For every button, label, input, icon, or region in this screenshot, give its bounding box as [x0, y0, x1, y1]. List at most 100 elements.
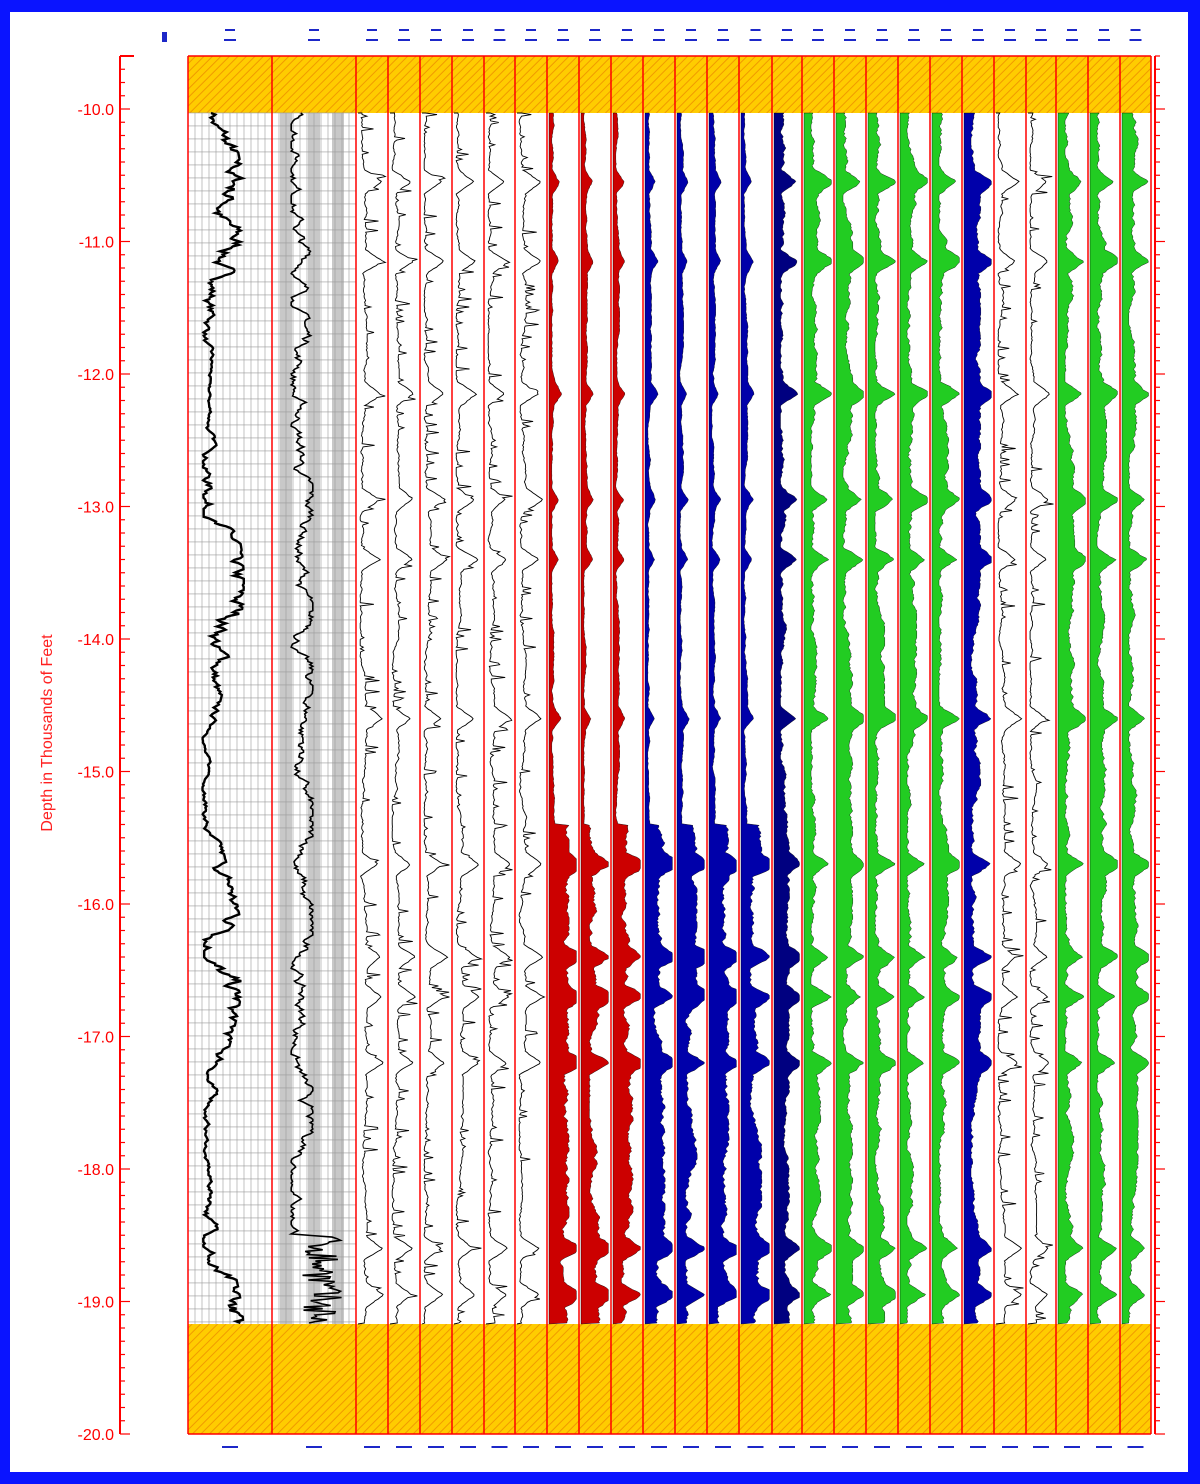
track-header-mark — [909, 29, 919, 31]
log-curves — [201, 111, 1149, 1325]
track-header-mark — [367, 29, 377, 31]
track-header-mark — [686, 29, 696, 31]
track-fill — [548, 112, 577, 1325]
track-header-mark — [973, 29, 983, 31]
track-header-mark — [622, 29, 632, 31]
track-header-mark — [398, 39, 410, 41]
track-header-mark — [972, 39, 984, 41]
track-header-mark — [750, 29, 761, 31]
track-header-mark — [844, 39, 856, 41]
y-tick-label: -14.0 — [78, 632, 115, 649]
track-header-mark — [526, 29, 536, 31]
track-header-mark — [162, 32, 167, 42]
track-bars — [485, 112, 514, 1325]
track-header-mark — [308, 39, 320, 41]
track-bars — [995, 112, 1024, 1325]
y-tick-label: -20.0 — [78, 1427, 115, 1444]
track-header-mark — [589, 39, 601, 41]
track-headers — [162, 29, 1144, 1448]
track-header-mark — [718, 29, 728, 31]
track-header-mark — [1099, 29, 1109, 31]
track-header-mark — [685, 39, 697, 41]
track-footer-mark — [1127, 1446, 1144, 1448]
track-header-mark — [494, 29, 505, 31]
track-fill — [612, 112, 641, 1325]
track-header-mark — [1005, 29, 1015, 31]
track-footer-mark — [491, 1446, 508, 1448]
track-fill — [963, 112, 992, 1325]
track-header-mark — [813, 29, 823, 31]
y-tick-label: -18.0 — [78, 1162, 115, 1179]
y-tick-label: -12.0 — [78, 367, 115, 384]
track-footer-mark — [747, 1446, 764, 1448]
track-header-mark — [1035, 39, 1047, 41]
track-footer-mark — [555, 1446, 571, 1448]
track-fill — [676, 112, 705, 1325]
track-header-mark — [1067, 29, 1077, 31]
no-data-top — [188, 56, 1151, 113]
track-fill — [899, 112, 928, 1325]
track-header-mark — [749, 39, 762, 41]
track-header-mark — [1129, 39, 1142, 41]
track-footer-mark — [810, 1446, 826, 1448]
track-borders — [187, 55, 1152, 1435]
track-header-mark — [782, 29, 792, 31]
track-footer-mark — [906, 1446, 922, 1448]
track-header-mark — [845, 29, 855, 31]
track-footer-mark — [428, 1446, 444, 1448]
y-axis-label: Depth in Thousands of Feet — [39, 634, 56, 832]
track-bars — [357, 112, 387, 1325]
track-header-mark — [781, 39, 793, 41]
track-bars — [1027, 112, 1054, 1325]
y-tick-label: -11.0 — [79, 235, 114, 252]
well-log-chart: -10.0 -11.0 -12.0 -13.0 -14.0 -15.0 -16.0 -17.0… — [78, 29, 1165, 1448]
y-tick-label: -19.0 — [78, 1295, 115, 1312]
track-footer-mark — [587, 1446, 603, 1448]
no-data-bottom — [188, 1324, 1151, 1434]
track-footer-mark — [1002, 1446, 1018, 1448]
track-footer-mark — [1033, 1446, 1049, 1448]
track-header-mark — [812, 39, 824, 41]
track-fill — [1121, 112, 1149, 1325]
track-footer-mark — [651, 1446, 667, 1448]
track-fill — [1057, 112, 1086, 1325]
track-header-mark — [224, 39, 236, 41]
track-header-mark — [225, 29, 235, 31]
track-header-mark — [1004, 39, 1016, 41]
track-header-mark — [1130, 29, 1141, 31]
depth-tick-labels: -10.0 -11.0 -12.0 -13.0 -14.0 -15.0 -16.0 -17.0… — [78, 102, 115, 1444]
track-footer-mark — [619, 1446, 635, 1448]
track-footer-mark — [222, 1446, 238, 1448]
track-fill — [740, 112, 770, 1325]
track-header-mark — [399, 29, 409, 31]
track-header-mark — [558, 29, 568, 31]
track-fill — [835, 112, 864, 1325]
track-header-mark — [557, 39, 569, 41]
track-footer-mark — [460, 1446, 476, 1448]
track-footer-mark — [1064, 1446, 1080, 1448]
y-tick-label: -13.0 — [78, 500, 115, 517]
track-header-mark — [1066, 39, 1078, 41]
track-footer-mark — [364, 1446, 380, 1448]
track-fill — [644, 112, 673, 1325]
track-curve — [288, 112, 344, 1324]
track-header-mark — [430, 39, 442, 41]
y-tick-label: -17.0 — [78, 1030, 115, 1047]
track-header-mark — [1098, 39, 1110, 41]
track-bars — [516, 112, 546, 1325]
y-tick-label: -16.0 — [78, 897, 115, 914]
track-header-mark — [941, 29, 951, 31]
y-tick-label: -10.0 — [78, 102, 115, 119]
track-header-mark — [431, 29, 441, 31]
track-bars — [389, 112, 418, 1325]
track-curve — [201, 111, 247, 1325]
track-header-mark — [309, 29, 319, 31]
track-header-mark — [1036, 29, 1046, 31]
track-header-mark — [653, 39, 665, 41]
track-grid — [188, 112, 356, 1325]
track-header-mark — [877, 29, 887, 31]
track-header-mark — [654, 29, 664, 31]
track-footer-mark — [396, 1446, 412, 1448]
track-footer-mark — [938, 1446, 954, 1448]
track-bars — [421, 112, 451, 1325]
